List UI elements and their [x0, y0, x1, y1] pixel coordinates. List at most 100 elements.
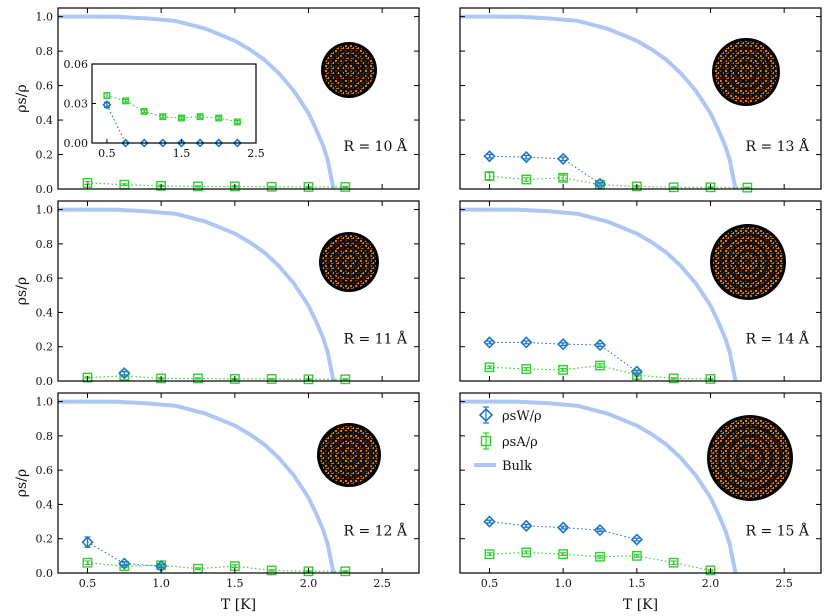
wall-series-line — [489, 341, 638, 373]
axis-series-point — [484, 171, 495, 181]
inset-y-tick-label: 0.03 — [64, 98, 89, 111]
axis-series-point — [303, 374, 314, 385]
panel-frame — [57, 200, 420, 382]
wall-series-point — [557, 338, 570, 351]
pore-snapshot-ring-0 — [720, 46, 772, 98]
wall-series-point — [483, 336, 496, 349]
panel-3: 0.0 0.2 0.4 0.6 0.8 1.0 ρs/ρ R = 11 Å — [14, 200, 420, 388]
inset-axis-series-point — [122, 97, 130, 105]
axis-series-point — [558, 172, 569, 183]
axis-series-point — [229, 374, 240, 384]
y-tick-label: 0.0 — [36, 567, 54, 580]
axis-series-point — [229, 181, 240, 192]
panel-frame — [459, 7, 822, 190]
y-tick-label: 0.8 — [36, 238, 54, 251]
legend-axis-marker — [480, 435, 492, 447]
pore-snapshot-core — [346, 67, 352, 73]
wall-series-point — [557, 521, 570, 534]
radius-label: R = 11 Å — [343, 329, 407, 347]
inset-axis-series-point — [140, 107, 148, 115]
pore-snapshot-ring-1 — [331, 437, 367, 473]
pore-snapshot-ring-1 — [333, 54, 365, 86]
pore-snapshot-core — [742, 68, 750, 76]
panel-frame — [57, 7, 420, 190]
axis-series-point — [193, 373, 203, 384]
axis-series-point — [521, 547, 532, 558]
axis-series-point — [484, 549, 495, 560]
radius-label: R = 13 Å — [745, 137, 809, 155]
axis-series-line — [87, 562, 346, 572]
y-tick-label: 1.0 — [36, 11, 54, 24]
inset-axis-series-point — [215, 114, 223, 122]
axis-series-point — [521, 364, 532, 374]
pore-snapshot-core — [346, 259, 352, 265]
inset-wall-series-point — [176, 138, 186, 148]
axis-series-point — [266, 181, 277, 192]
y-axis-title: ρs/ρ — [14, 277, 30, 305]
axis-series-point — [631, 181, 642, 192]
wall-series-point — [593, 338, 607, 352]
pore-snapshot-ring-2 — [339, 60, 359, 80]
plot-area — [58, 393, 419, 573]
axis-series-line — [87, 182, 346, 188]
pore-snapshot-ring-1 — [726, 434, 774, 482]
panel-frame — [459, 392, 822, 574]
pore-snapshot-ring-0 — [324, 430, 374, 480]
wall-series-point — [483, 515, 496, 528]
axis-series-point — [521, 174, 532, 185]
wall-series-point — [118, 557, 131, 570]
wall-series-point — [118, 367, 131, 380]
y-tick-label: 0.6 — [36, 464, 54, 477]
pore-snapshot-ring-1 — [727, 53, 765, 91]
pore-snapshot-ring-0 — [719, 233, 777, 291]
y-axis-title: ρs/ρ — [14, 84, 30, 112]
pore-snapshot-core — [744, 258, 752, 266]
inset-wall-series-point — [158, 138, 168, 148]
inset-wall-series-point — [214, 138, 224, 148]
pore-snapshot-ring-0 — [326, 239, 372, 285]
axis-series-point — [595, 551, 605, 562]
axis-series-point — [266, 565, 277, 576]
y-tick-label: 0.4 — [36, 498, 54, 511]
wall-series-point — [630, 533, 643, 546]
legend-axis-label: ρsA/ρ — [502, 435, 538, 450]
x-tick-label: 2.0 — [702, 577, 720, 590]
axis-series-point — [558, 364, 569, 375]
inset-wall-series-point — [232, 138, 242, 148]
legend-wall-marker — [478, 407, 494, 423]
axis-series-point — [82, 557, 93, 568]
inset-axis-series-point — [103, 92, 111, 100]
pore-snapshot-core — [345, 451, 353, 459]
wall-series-point — [81, 536, 94, 549]
y-tick-label: 0.2 — [36, 533, 54, 546]
inset-wall-series-point — [121, 138, 131, 148]
y-tick-label: 0.8 — [36, 45, 54, 58]
panel-5: 0.5 1.0 1.5 2.0 2.5 0.0 0.2 0.4 0.6 0.8 1.0 ρs/ρ T [… — [14, 392, 420, 613]
axis-series-point — [668, 182, 679, 193]
wall-series-point — [520, 519, 533, 532]
pore-snapshot-ring-1 — [332, 245, 366, 279]
axis-series-point — [303, 566, 314, 577]
x-tick-label: 2.5 — [775, 577, 793, 590]
axis-series-point — [82, 372, 93, 383]
x-tick-label: 1.0 — [554, 577, 572, 590]
x-tick-label: 2.5 — [373, 577, 391, 590]
x-axis-title: T [K] — [221, 597, 256, 613]
axis-series-point — [340, 374, 351, 385]
panel-1: 0.00.20.40.60.81.0ρs/ρR = 10 Å0.5 1.5 2.50… — [14, 7, 420, 196]
legend-wall-label: ρsW/ρ — [502, 409, 542, 424]
axis-series-point — [484, 362, 495, 373]
y-tick-label: 0.2 — [36, 149, 54, 162]
bulk-curve — [58, 14, 336, 189]
bulk-curve — [460, 207, 738, 381]
panel-frame — [459, 200, 822, 382]
pore-snapshot-ring-2 — [735, 443, 765, 473]
inset: 0.5 1.5 2.5 0.00 0.03 0.06 — [64, 58, 265, 160]
panel-6: 0.5 1.0 1.5 2.0 2.5 T [K] R = 15 Å ρsW/ρ ρsA/ρ Bu… — [459, 392, 822, 613]
wall-series-point — [520, 336, 533, 349]
panel-4: R = 14 Å — [459, 200, 822, 384]
panel-frame — [57, 392, 420, 574]
pore-snapshot-ring-2 — [338, 251, 360, 273]
bulk-curve — [58, 399, 336, 573]
panel-2: R = 13 Å — [459, 7, 822, 193]
